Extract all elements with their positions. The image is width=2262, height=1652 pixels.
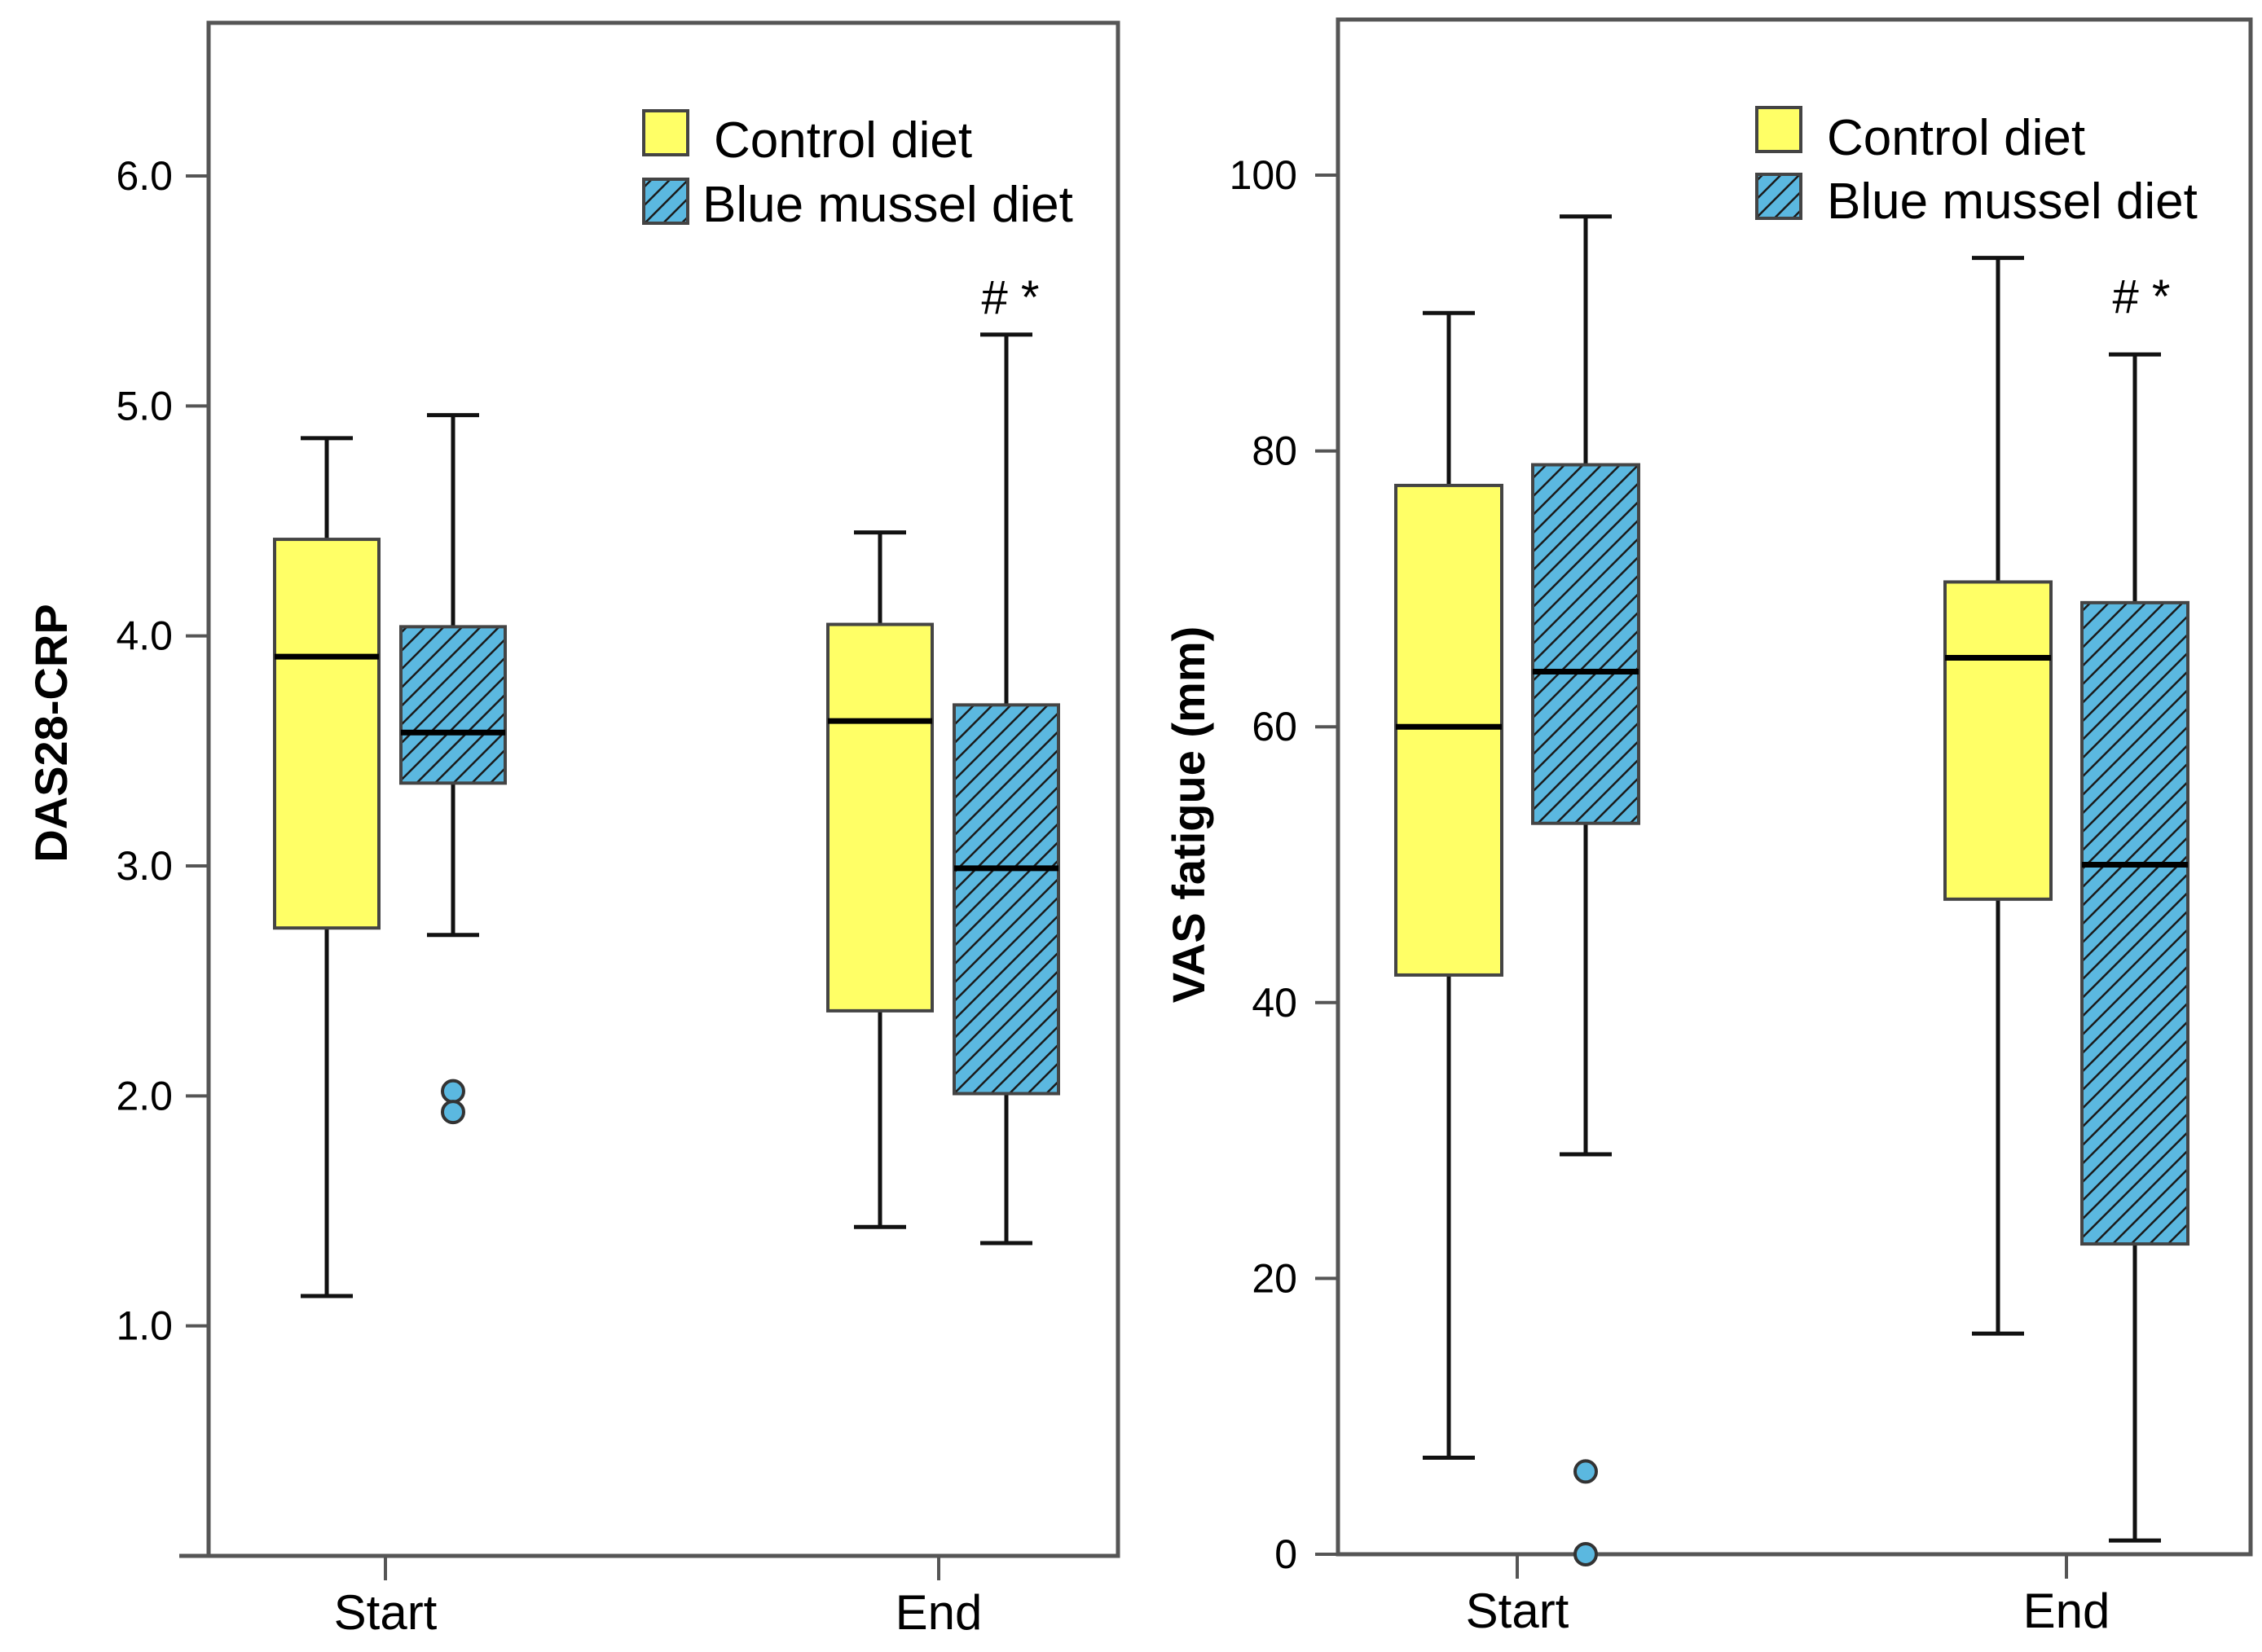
box-blue-mussel-diet-start — [1531, 214, 1640, 1566]
iqr-box — [1531, 463, 1640, 825]
x-axis: Start End — [179, 1553, 1118, 1640]
box-layer — [273, 332, 1060, 1298]
legend-label-control: Control diet — [1827, 110, 2085, 166]
y-axis-title: VAS fatigue (mm) — [1163, 626, 1214, 1004]
legend: Control diet Blue mussel diet — [1755, 106, 2198, 230]
y-axis: 1.0 2.0 3.0 4.0 5.0 6.0 — [116, 153, 209, 1349]
legend-swatch-control — [642, 109, 689, 156]
box-control-diet-end — [1943, 256, 2053, 1336]
iqr-box — [826, 622, 934, 1013]
y-axis: 0 20 40 60 80 100 — [1230, 152, 1338, 1577]
significance-annotation: # * — [2113, 270, 2171, 323]
legend-label-blue-mussel: Blue mussel diet — [702, 177, 1073, 233]
outlier-point — [1573, 1542, 1598, 1566]
legend-swatch-blue-mussel — [642, 178, 689, 225]
outlier-point — [441, 1100, 465, 1125]
y-tick-label: 40 — [1252, 980, 1297, 1026]
iqr-box — [1394, 483, 1503, 977]
y-tick-label: 3.0 — [116, 843, 173, 889]
x-tick-label-start: Start — [334, 1585, 438, 1640]
y-tick-label: 100 — [1230, 152, 1297, 198]
box-blue-mussel-diet-end — [953, 332, 1060, 1246]
y-tick-label: 5.0 — [116, 383, 173, 428]
box-control-diet-start — [273, 436, 381, 1298]
outlier-point — [1573, 1459, 1598, 1484]
box-layer — [1394, 214, 2189, 1566]
x-axis: Start End — [1338, 1552, 2251, 1638]
x-tick-label-start: Start — [1466, 1584, 1569, 1638]
iqr-box — [399, 625, 507, 785]
y-axis-title: DAS28-CRP — [25, 604, 77, 862]
vas-fatigue-chart: 0 20 40 60 80 100 Start End VAS fatigue (mm) C… — [1163, 17, 2253, 1638]
box-control-diet-end — [826, 530, 934, 1229]
box-blue-mussel-diet-end — [2080, 352, 2189, 1543]
box-control-diet-start — [1394, 310, 1503, 1460]
significance-annotation: # * — [982, 271, 1040, 324]
y-tick-label: 60 — [1252, 704, 1297, 749]
iqr-box — [1943, 580, 2053, 901]
legend-label-control: Control diet — [714, 112, 972, 169]
das28-crp-chart: 1.0 2.0 3.0 4.0 5.0 6.0 Start End DAS28-CRP Co… — [25, 20, 1120, 1640]
y-tick-label: 4.0 — [116, 613, 173, 659]
x-tick-label-end: End — [2023, 1584, 2110, 1638]
y-tick-label: 80 — [1252, 428, 1297, 474]
iqr-box — [273, 538, 381, 930]
x-tick-label-end: End — [896, 1585, 983, 1640]
y-tick-label: 0 — [1274, 1531, 1297, 1577]
legend-swatch-blue-mussel — [1755, 173, 1802, 220]
y-tick-label: 20 — [1252, 1255, 1297, 1301]
outlier-point — [441, 1079, 465, 1104]
legend: Control diet Blue mussel diet — [642, 109, 1073, 233]
y-tick-label: 6.0 — [116, 153, 173, 199]
legend-swatch-control — [1755, 106, 1802, 153]
legend-label-blue-mussel: Blue mussel diet — [1827, 174, 2198, 230]
iqr-box — [953, 703, 1060, 1096]
iqr-box — [2080, 600, 2189, 1246]
y-tick-label: 1.0 — [116, 1303, 173, 1349]
y-tick-label: 2.0 — [116, 1073, 173, 1118]
box-blue-mussel-diet-start — [399, 413, 507, 1125]
